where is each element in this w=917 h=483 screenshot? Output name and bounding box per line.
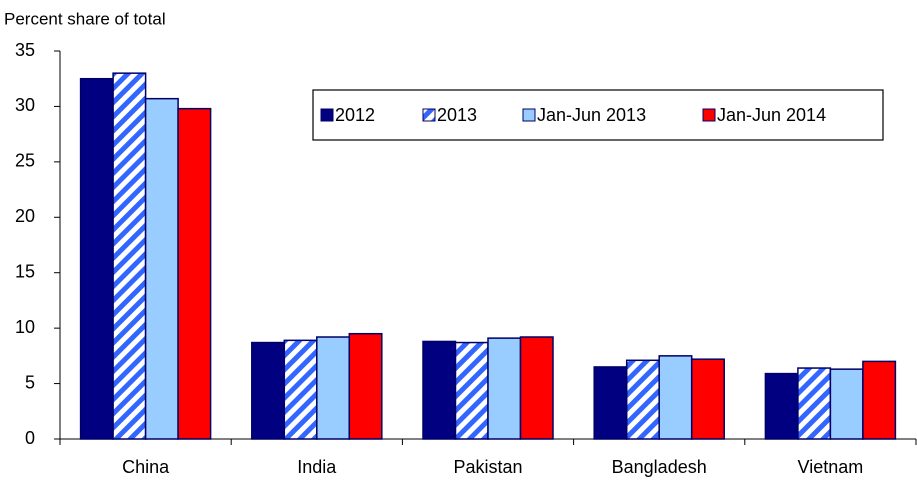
y-tick-label: 5 bbox=[25, 372, 35, 392]
bar bbox=[112, 72, 147, 440]
bar bbox=[316, 336, 351, 440]
bar bbox=[454, 341, 489, 440]
legend-box bbox=[312, 89, 884, 141]
bar bbox=[487, 337, 522, 440]
bar bbox=[690, 358, 725, 440]
bar bbox=[862, 360, 897, 440]
bar bbox=[283, 339, 318, 440]
legend-label: 2012 bbox=[335, 105, 375, 125]
y-tick-label: 25 bbox=[15, 151, 35, 171]
bar bbox=[422, 340, 457, 440]
bar bbox=[797, 367, 832, 440]
y-tick-label: 0 bbox=[25, 428, 35, 448]
legend-swatch bbox=[422, 108, 436, 122]
bar bbox=[658, 355, 693, 440]
y-tick-label: 35 bbox=[15, 40, 35, 60]
x-tick-label: India bbox=[297, 457, 337, 477]
bar bbox=[829, 368, 864, 440]
bar bbox=[625, 359, 660, 440]
legend-label: Jan-Jun 2013 bbox=[537, 105, 646, 125]
legend-swatch bbox=[522, 108, 536, 122]
bar bbox=[593, 366, 628, 440]
y-tick-label: 30 bbox=[15, 95, 35, 115]
y-tick-label: 15 bbox=[15, 261, 35, 281]
x-tick-label: Bangladesh bbox=[612, 457, 707, 477]
bar bbox=[764, 372, 799, 440]
legend-swatch bbox=[702, 108, 716, 122]
x-tick-label: Pakistan bbox=[453, 457, 522, 477]
bar bbox=[251, 341, 286, 440]
bar bbox=[177, 107, 212, 440]
bar bbox=[348, 332, 383, 440]
legend-label: 2013 bbox=[437, 105, 477, 125]
bar bbox=[144, 97, 179, 440]
y-axis-label: Percent share of total bbox=[4, 9, 166, 28]
bar bbox=[519, 336, 554, 440]
x-tick-label: China bbox=[122, 457, 170, 477]
legend-swatch bbox=[320, 108, 334, 122]
bar bbox=[79, 77, 114, 440]
y-tick-label: 20 bbox=[15, 206, 35, 226]
legend-label: Jan-Jun 2014 bbox=[717, 105, 826, 125]
x-tick-label: Vietnam bbox=[798, 457, 864, 477]
y-tick-label: 10 bbox=[15, 317, 35, 337]
